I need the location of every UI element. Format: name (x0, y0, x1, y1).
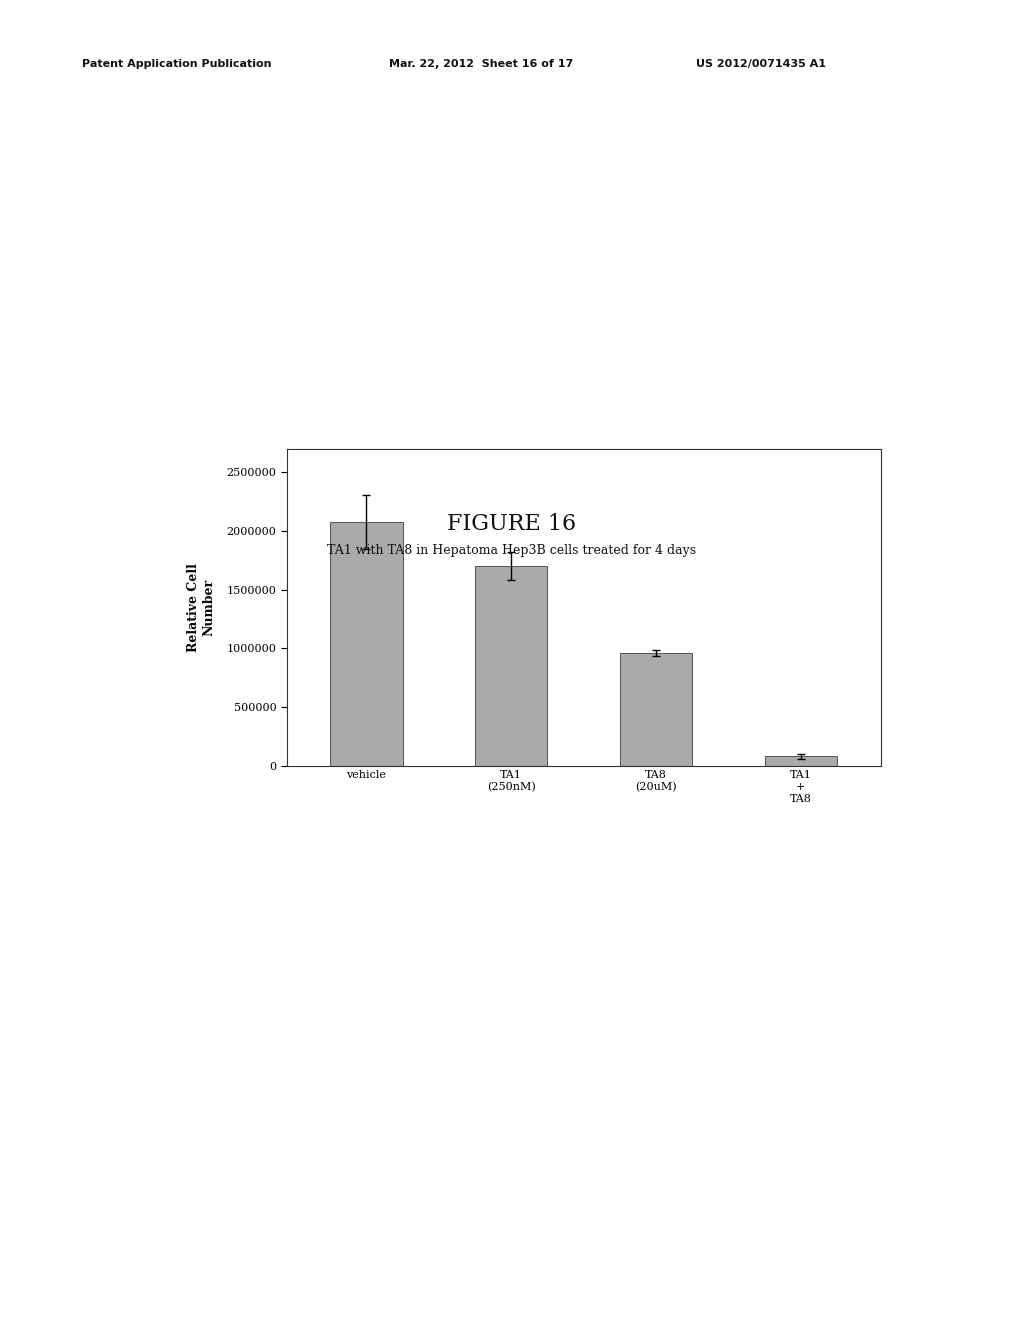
Bar (330, 521, 402, 766)
Text: Mar. 22, 2012  Sheet 16 of 17: Mar. 22, 2012 Sheet 16 of 17 (389, 59, 573, 70)
Bar (765, 756, 838, 766)
Bar (620, 653, 692, 766)
Bar (475, 566, 548, 766)
Text: TA1 with TA8 in Hepatoma Hep3B cells treated for 4 days: TA1 with TA8 in Hepatoma Hep3B cells tre… (328, 544, 696, 557)
Y-axis label: Relative Cell
Number: Relative Cell Number (187, 562, 215, 652)
Text: Patent Application Publication: Patent Application Publication (82, 59, 271, 70)
Text: US 2012/0071435 A1: US 2012/0071435 A1 (696, 59, 826, 70)
Text: FIGURE 16: FIGURE 16 (447, 512, 577, 535)
